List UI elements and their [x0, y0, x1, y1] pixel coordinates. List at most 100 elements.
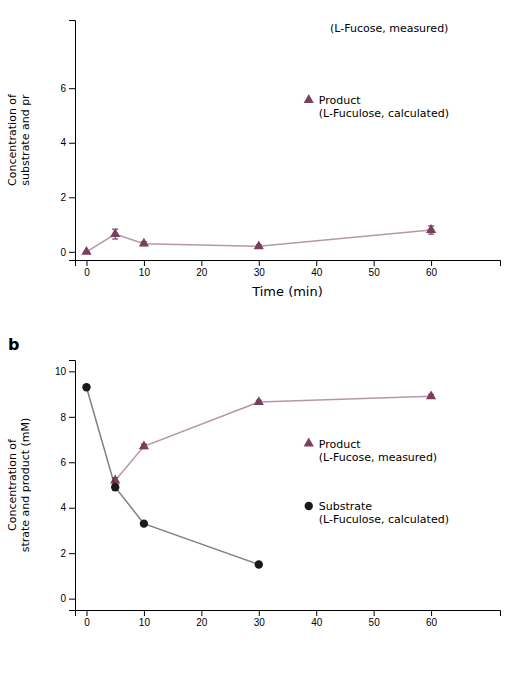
x-tick: 30	[254, 260, 266, 278]
legend-label: Product(L-Fuculose, calculated)	[319, 94, 449, 120]
plot-area	[82, 383, 436, 569]
legend-marker	[304, 94, 314, 103]
y-tick-label: 2	[60, 192, 66, 203]
x-tick: 10	[139, 260, 151, 278]
point	[111, 483, 119, 491]
x-axis: 0102030405060	[76, 610, 501, 628]
x-axis-line	[76, 611, 501, 617]
y-tick: 8	[60, 412, 75, 423]
x-tick-label: 0	[84, 267, 90, 278]
x-tick: 50	[369, 260, 381, 278]
point	[110, 228, 120, 237]
x-tick: 10	[139, 610, 151, 628]
x-tick-mark	[374, 610, 375, 616]
y-axis: 0 2 4 6	[60, 21, 75, 261]
y-tick: 6	[60, 83, 75, 94]
legend: Product(L-Fucose, measured)Substrate(L-F…	[304, 438, 449, 527]
x-tick-label: 20	[196, 267, 208, 278]
x-tick-mark	[201, 610, 202, 616]
legend: Product(L-Fuculose, calculated)	[304, 94, 449, 120]
x-tick: 60	[426, 260, 438, 278]
legend-marker	[304, 438, 314, 447]
text-line: strate and product (mM)	[19, 418, 32, 553]
y-tick-label: 6	[60, 83, 66, 94]
x-tick-label: 60	[426, 617, 438, 628]
legend-entry: Product(L-Fucose, measured)	[304, 438, 438, 464]
panel: 01020304050600246Time (min)Concentration…	[6, 21, 501, 300]
series-line	[86, 387, 258, 564]
x-tick-label: 50	[369, 617, 381, 628]
point	[255, 560, 263, 568]
text-line: Substrate	[319, 500, 373, 513]
point	[426, 224, 436, 233]
y-tick-label: 4	[60, 137, 66, 148]
x-tick-label: 10	[139, 267, 151, 278]
y-tick: 0	[60, 593, 75, 604]
text-line: (L-Fucose, measured)	[319, 451, 437, 464]
series-line	[86, 230, 431, 252]
y-tick: 10	[55, 366, 75, 377]
x-axis: 0 10 20 30 40 50 60	[76, 260, 501, 278]
legend-label: Product(L-Fucose, measured)	[319, 438, 437, 464]
x-tick: 40	[311, 610, 323, 628]
y-axis-title: Concentration ofstrate and product (mM)	[6, 418, 32, 553]
x-tick-label: 40	[311, 617, 323, 628]
legend-marker	[305, 502, 313, 510]
x-tick-mark	[86, 260, 87, 266]
y-tick-mark	[69, 197, 75, 198]
x-tick-label: 10	[139, 617, 151, 628]
x-tick: 60	[426, 610, 438, 628]
x-tick-mark	[431, 610, 432, 616]
y-axis-title: Concentration ofsubstrate and pr	[6, 93, 32, 186]
text-line: substrate and pr	[19, 94, 32, 186]
x-tick-mark	[201, 260, 202, 266]
point	[254, 240, 264, 249]
y-tick-mark	[69, 143, 75, 144]
point	[140, 519, 148, 527]
legend-entry: Product(L-Fuculose, calculated)	[304, 94, 449, 120]
text-line: Product	[319, 94, 361, 107]
x-axis-line	[76, 261, 501, 267]
y-tick-label: 4	[60, 502, 66, 513]
x-tick: 20	[196, 260, 208, 278]
x-tick-mark	[431, 260, 432, 266]
x-tick-mark	[259, 610, 260, 616]
y-axis-line	[69, 21, 76, 261]
x-tick-label: 40	[311, 267, 323, 278]
panel: 01020304050600246810Concentration ofstra…	[6, 335, 501, 628]
annotation: (L-Fucose, measured)	[330, 22, 448, 35]
text-line: (L-Fuculose, calculated)	[319, 513, 449, 526]
x-tick: 20	[196, 610, 208, 628]
x-tick-label: 30	[254, 267, 266, 278]
y-tick-label: 2	[60, 548, 66, 559]
x-tick-mark	[374, 260, 375, 266]
x-tick-mark	[144, 610, 145, 616]
x-tick-label: 60	[426, 267, 438, 278]
y-tick: 4	[60, 137, 75, 148]
x-tick-mark	[316, 610, 317, 616]
y-tick: 2	[60, 192, 75, 203]
y-tick-label: 6	[60, 457, 66, 468]
point	[81, 246, 91, 255]
y-tick-mark	[69, 371, 75, 372]
y-tick-mark	[69, 417, 75, 418]
y-tick-label: 8	[60, 412, 66, 423]
y-tick: 6	[60, 457, 75, 468]
text-line: Product	[319, 438, 361, 451]
x-tick-mark	[259, 260, 260, 266]
y-tick-label: 10	[55, 366, 67, 377]
y-tick: 4	[60, 502, 75, 513]
x-tick-label: 30	[254, 617, 266, 628]
y-tick-mark	[69, 88, 75, 89]
chart: 01020304050600246Time (min)Concentration…	[0, 0, 520, 680]
x-tick: 40	[311, 260, 323, 278]
y-tick-label: 0	[60, 247, 66, 258]
y-tick-mark	[69, 252, 75, 253]
legend-label: Substrate(L-Fuculose, calculated)	[319, 500, 449, 526]
x-tick: 50	[369, 610, 381, 628]
y-tick-label: 0	[60, 593, 66, 604]
point	[139, 440, 149, 449]
series-line	[115, 396, 431, 480]
y-tick-mark	[69, 553, 75, 554]
x-tick-mark	[86, 610, 87, 616]
